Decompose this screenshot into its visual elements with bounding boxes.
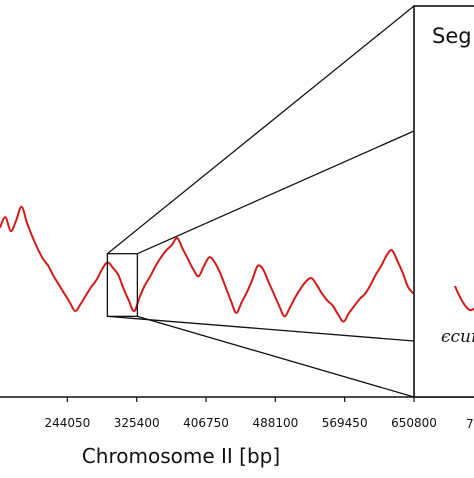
inset-title: Seg (432, 24, 472, 48)
x-tick-label: 488100 (252, 416, 298, 430)
x-tick-label: 569450 (322, 416, 368, 430)
x-tick-label: 325400 (114, 416, 160, 430)
inset-panel (413, 5, 474, 398)
series-group (0, 205, 415, 323)
zoom-connector-lines (106, 5, 415, 398)
series-line (0, 205, 415, 323)
x-tick-label: 650800 (391, 416, 437, 430)
zoom-connector-line (137, 315, 415, 398)
x-ticks: 244050 325400 406750 488100 569450 650800 (44, 397, 437, 430)
zoom-connector-line (106, 5, 415, 255)
x-tick-label: 406750 (183, 416, 229, 430)
zoom-connector-line (137, 130, 415, 255)
zoom-window-box (106, 253, 139, 317)
inset-annotation: ϵcur (441, 327, 474, 347)
zoom-connector-line (107, 315, 415, 342)
x-tick-label: 244050 (44, 416, 90, 430)
x-axis-title: Chromosome II [bp] (82, 444, 280, 468)
inset-series-line (454, 285, 474, 312)
inset-x-tick-label: 7 (466, 417, 474, 431)
